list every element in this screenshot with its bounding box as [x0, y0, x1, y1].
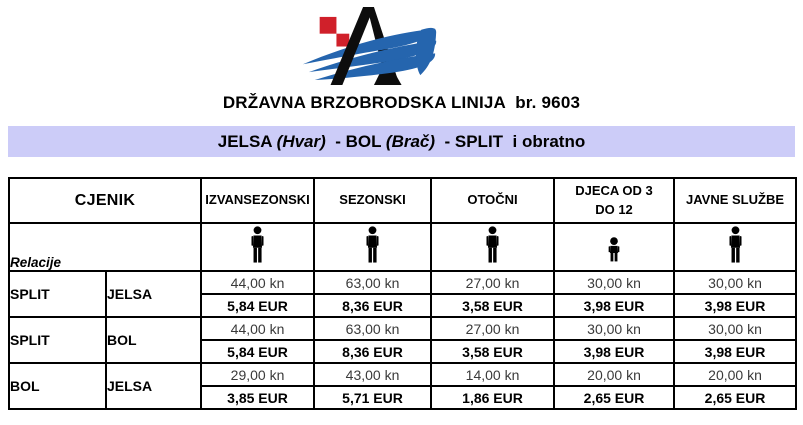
price-kn: 30,00 kn [673, 270, 798, 295]
fare-icon-cell [313, 222, 433, 272]
table-header-row: CJENIK IZVANSEZONSKI SEZONSKI OTOČNI DJE… [7, 177, 798, 224]
logo-area [0, 0, 803, 91]
fare-icon-cell [553, 222, 676, 272]
column-header-izvansezonski: IZVANSEZONSKI [200, 177, 316, 224]
cjenik-header: CJENIK [7, 177, 203, 224]
route-to: BOL [104, 316, 203, 364]
fare-icon-cell [200, 222, 316, 272]
column-header-otocni: OTOČNI [430, 177, 556, 224]
price-kn: 20,00 kn [673, 362, 798, 387]
icon-row: Relacije [7, 222, 798, 272]
price-kn: 30,00 kn [553, 316, 676, 341]
price-eur: 8,36 EUR [313, 293, 433, 318]
adult-person-icon [486, 226, 499, 263]
price-eur: 3,85 EUR [200, 385, 316, 410]
table-row-bol-jelsa: BOL JELSA 29,00 kn 43,00 kn 14,00 kn 20,… [8, 362, 798, 410]
price-eur: 3,98 EUR [673, 293, 798, 318]
fare-icon-cell [673, 222, 798, 272]
price-eur: 3,98 EUR [553, 293, 676, 318]
price-kn: 63,00 kn [313, 270, 433, 295]
price-kn: 44,00 kn [200, 270, 316, 295]
column-header-sezonski: SEZONSKI [313, 177, 433, 224]
price-kn: 43,00 kn [313, 362, 433, 387]
price-eur: 3,98 EUR [673, 339, 798, 364]
speedboat-line-logo-icon [302, 7, 436, 85]
table-row-split-bol: SPLIT BOL 44,00 kn 63,00 kn 27,00 kn 30,… [8, 316, 798, 364]
price-eur: 2,65 EUR [553, 385, 676, 410]
route-from: SPLIT [8, 270, 107, 318]
price-eur: 5,84 EUR [200, 339, 316, 364]
table-row-bol-jelsa-eur: 3,85 EUR 5,71 EUR 1,86 EUR 2,65 EUR 2,65… [9, 385, 798, 410]
table-row-split-bol-eur: 5,84 EUR 8,36 EUR 3,58 EUR 3,98 EUR 3,98… [9, 339, 798, 364]
column-header-javne-sluzbe: JAVNE SLUŽBE [673, 177, 798, 224]
column-header-djeca: DJECA OD 3 DO 12 [553, 177, 676, 224]
price-kn: 14,00 kn [430, 362, 556, 387]
price-kn: 27,00 kn [430, 270, 556, 295]
price-eur: 2,65 EUR [673, 385, 798, 410]
price-eur: 3,58 EUR [430, 339, 556, 364]
table-row-split-jelsa: SPLIT JELSA 44,00 kn 63,00 kn 27,00 kn 3… [8, 270, 798, 318]
route-banner: JELSA (Hvar) - BOL (Brač) - SPLIT i obra… [8, 126, 795, 157]
price-table: CJENIK IZVANSEZONSKI SEZONSKI OTOČNI DJE… [7, 177, 798, 410]
route-from: BOL [8, 362, 107, 410]
relacije-label: Relacije [7, 222, 203, 272]
price-kn: 63,00 kn [313, 316, 433, 341]
route-banner-text: JELSA (Hvar) - BOL (Brač) - SPLIT i obra… [217, 131, 586, 151]
price-kn: 27,00 kn [430, 316, 556, 341]
price-eur: 5,71 EUR [313, 385, 433, 410]
price-eur: 3,58 EUR [430, 293, 556, 318]
fare-icon-cell [430, 222, 556, 272]
child-person-icon [608, 237, 620, 262]
table-row-split-jelsa-eur: 5,84 EUR 8,36 EUR 3,58 EUR 3,98 EUR 3,98… [9, 293, 798, 318]
page-title: DRŽAVNA BRZOBRODSKA LINIJA br. 9603 [222, 93, 581, 112]
route-to: JELSA [104, 270, 203, 318]
price-eur: 8,36 EUR [313, 339, 433, 364]
route-to: JELSA [104, 362, 203, 410]
price-kn: 29,00 kn [200, 362, 316, 387]
adult-person-icon [729, 226, 742, 263]
price-eur: 5,84 EUR [200, 293, 316, 318]
price-kn: 44,00 kn [200, 316, 316, 341]
price-eur: 1,86 EUR [430, 385, 556, 410]
adult-person-icon [366, 226, 379, 263]
adult-person-icon [251, 226, 264, 263]
route-from: SPLIT [8, 316, 107, 364]
price-kn: 20,00 kn [553, 362, 676, 387]
price-eur: 3,98 EUR [553, 339, 676, 364]
price-kn: 30,00 kn [673, 316, 798, 341]
price-kn: 30,00 kn [553, 270, 676, 295]
